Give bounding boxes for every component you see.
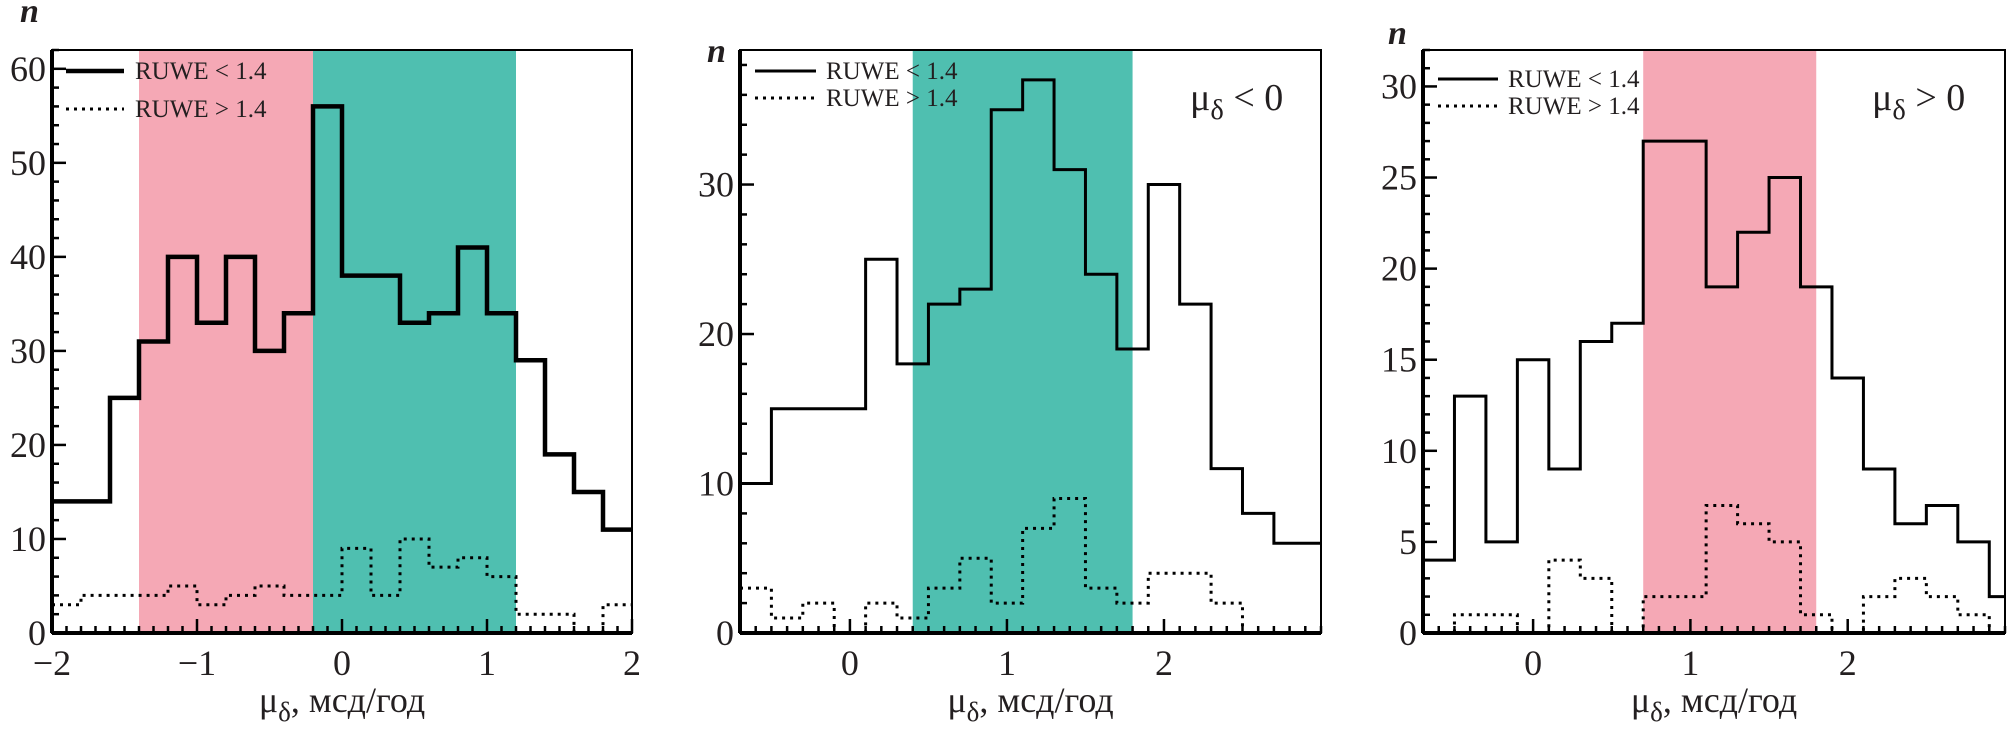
x-axis-label: μδ, мсд/год: [947, 680, 1113, 727]
y-tick-label: 10: [10, 519, 46, 559]
legend-label-solid: RUWE < 1.4: [135, 58, 267, 85]
x-tick-label: 2: [1155, 643, 1173, 683]
series-ruwe-lt-1-4-step: [740, 78, 1321, 545]
series-ruwe-gt-1-4-step: [52, 537, 632, 635]
x-tick-label: 1: [478, 643, 496, 683]
y-tick-label: 20: [1381, 249, 1417, 289]
x-tick-label: 1: [1681, 643, 1699, 683]
y-axis-label: n: [707, 33, 726, 70]
y-axis-label: n: [1388, 15, 1407, 52]
shaded-region-pink: [1643, 50, 1817, 633]
legend-label-dotted: RUWE > 1.4: [1508, 93, 1640, 120]
y-tick-label: 50: [10, 143, 46, 183]
y-tick-label: 30: [10, 331, 46, 371]
legend-label-dotted: RUWE > 1.4: [826, 85, 958, 112]
legend-label-dotted: RUWE > 1.4: [135, 96, 267, 123]
y-tick-label: 0: [716, 613, 734, 653]
y-tick-label: 10: [698, 464, 734, 504]
x-axis-label: μδ, мсд/год: [259, 680, 425, 727]
panel-annotation: μδ > 0: [1872, 77, 1965, 126]
y-axis-label: n: [20, 0, 39, 30]
x-tick-label: 0: [841, 643, 859, 683]
x-tick-label: −1: [178, 643, 216, 683]
y-tick-label: 0: [28, 613, 46, 653]
y-tick-label: 25: [1381, 158, 1417, 198]
x-tick-label: 1: [998, 643, 1016, 683]
shaded-region-teal: [912, 50, 1133, 633]
x-axis-label: μδ, мсд/год: [1631, 680, 1797, 727]
y-tick-label: 60: [10, 49, 46, 89]
y-tick-label: 5: [1399, 522, 1417, 562]
x-tick-label: 2: [1839, 643, 1857, 683]
y-tick-label: 40: [10, 237, 46, 277]
series-ruwe-gt-1-4-step: [1423, 503, 2005, 635]
y-tick-label: 20: [698, 314, 734, 354]
y-tick-label: 30: [1381, 66, 1417, 106]
series-ruwe-lt-1-4-step: [52, 104, 632, 532]
shaded-region-teal: [313, 50, 516, 633]
y-tick-label: 20: [10, 425, 46, 465]
series-ruwe-lt-1-4-step: [1423, 139, 2005, 599]
panel-annotation: μδ < 0: [1190, 77, 1283, 126]
x-tick-label: 0: [333, 643, 351, 683]
x-tick-label: 0: [1524, 643, 1542, 683]
x-tick-label: −2: [33, 643, 71, 683]
legend-label-solid: RUWE < 1.4: [1508, 66, 1640, 93]
legend: RUWE < 1.4 RUWE > 1.4: [66, 58, 267, 123]
series-ruwe-gt-1-4-step: [740, 496, 1321, 635]
x-tick-label: 2: [623, 643, 641, 683]
y-tick-label: 15: [1381, 340, 1417, 380]
y-tick-label: 10: [1381, 431, 1417, 471]
legend-label-solid: RUWE < 1.4: [826, 58, 958, 85]
y-tick-label: 0: [1399, 613, 1417, 653]
y-tick-label: 30: [698, 165, 734, 205]
